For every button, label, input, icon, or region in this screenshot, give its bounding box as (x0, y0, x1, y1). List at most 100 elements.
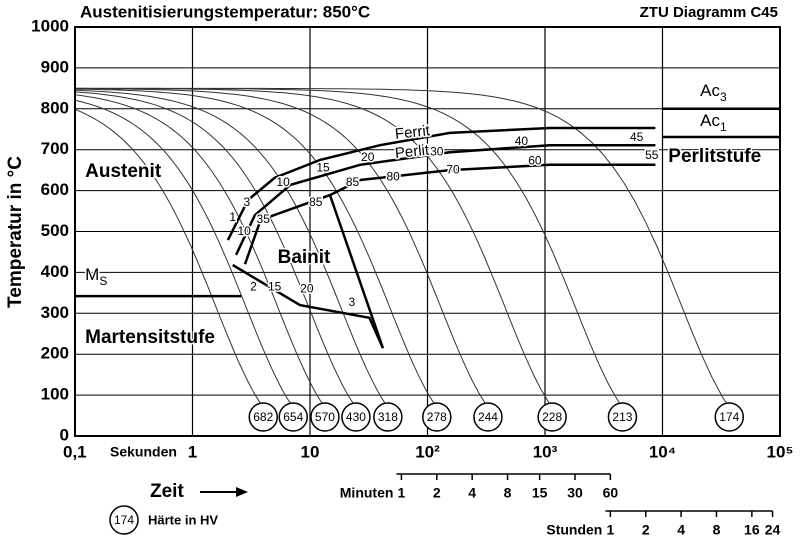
curve-label: 80 (386, 169, 400, 183)
plot-frame (74, 26, 781, 437)
curve-label: 20 (300, 281, 314, 295)
x-tick-label: 10 (301, 442, 320, 461)
curve (328, 194, 385, 349)
curve-label: 10 (276, 175, 290, 189)
chart-subtitle: ZTU Diagramm C45 (640, 4, 778, 21)
curve-label: 15 (268, 279, 282, 293)
curve (232, 263, 385, 349)
y-tick-label: 0 (60, 425, 69, 444)
hours-tick-label: 1 (606, 522, 614, 538)
x-unit-label: Sekunden (110, 444, 177, 460)
cooling-curve (74, 88, 494, 415)
curve-label: 3 (243, 195, 250, 209)
symbol-text: Ac (700, 111, 720, 130)
hardness-value: 654 (283, 410, 303, 424)
hardness-circle (537, 402, 567, 432)
x-tick-label: 10² (415, 442, 440, 461)
legend-symbol (109, 505, 139, 535)
curve (234, 143, 656, 256)
y-tick-label: 1000 (31, 16, 69, 35)
curve-label: 35 (257, 212, 271, 226)
curve-name: Perlit (394, 142, 431, 163)
symbol-sub: 1 (720, 120, 727, 134)
hardness-value: 228 (542, 410, 562, 424)
curve-name: Ferrit (394, 122, 431, 143)
hours-axis-label: Stunden (546, 522, 602, 538)
legend-value: 174 (114, 513, 134, 527)
curve-label: 45 (630, 130, 644, 144)
plot-area (74, 26, 781, 437)
minutes-tick-label: 30 (567, 485, 583, 501)
hardness-value: 570 (315, 410, 335, 424)
hardness-value: 430 (346, 410, 366, 424)
symbol-text: M (85, 266, 99, 285)
hardness-value: 318 (378, 410, 398, 424)
curve (226, 126, 656, 241)
curve-label: 85 (309, 195, 323, 209)
curve-label: 10 (237, 224, 251, 238)
hardness-circle (373, 402, 403, 432)
y-tick-label: 100 (41, 385, 69, 404)
hardness-circle (278, 402, 308, 432)
y-tick-label: 800 (41, 98, 69, 117)
symbol-sub: 3 (720, 90, 727, 104)
y-axis-label: Temperatur in °C (5, 156, 26, 308)
cooling-curve (74, 88, 443, 415)
hardness-value: 174 (719, 410, 739, 424)
x-tick-label: 0,1 (63, 442, 87, 461)
y-tick-label: 400 (41, 262, 69, 281)
y-tick-label: 200 (41, 344, 69, 363)
hardness-circle (341, 402, 371, 432)
hardness-value: 244 (478, 410, 498, 424)
y-tick-label: 900 (41, 57, 69, 76)
curve-label: 30 (430, 144, 444, 158)
x-tick-label: 10⁴ (649, 442, 676, 461)
hardness-circle (714, 402, 745, 432)
curve-label: 20 (361, 150, 375, 164)
symbol-label: MS (85, 266, 107, 289)
chart-title: Austenitisierungstemperatur: 850°C (80, 2, 370, 21)
cooling-curve (75, 87, 735, 415)
hours-tick-label: 4 (677, 522, 685, 538)
legend-label: Härte in HV (148, 512, 218, 527)
hours-tick-label: 16 (744, 522, 760, 538)
minutes-tick-label: 8 (504, 485, 512, 501)
x-axis-label: Zeit (150, 481, 184, 502)
hardness-circle (248, 402, 278, 432)
curve-label: 70 (446, 162, 460, 176)
hardness-circle (607, 402, 638, 432)
symbol-label: Ac3 (700, 82, 727, 105)
curve-label: 40 (515, 134, 529, 148)
arrow (200, 487, 248, 497)
region-label: Austenit (85, 161, 162, 182)
minutes-tick-label: 4 (468, 485, 476, 501)
minutes-tick-label: 1 (398, 485, 406, 501)
curve-label: 85 (346, 175, 360, 189)
minutes-tick-label: 60 (603, 485, 619, 501)
cooling-curve (74, 108, 269, 415)
hours-tick-label: 24 (765, 522, 781, 538)
cooling-curve (74, 89, 394, 415)
hardness-value: 278 (427, 410, 447, 424)
curve-label: 1 (229, 210, 236, 224)
curve-label: 2 (250, 279, 257, 293)
curve-label: 3 (348, 295, 355, 309)
x-tick-label: 10⁵ (767, 442, 794, 461)
curve-label: 60 (528, 153, 542, 167)
y-tick-label: 500 (41, 221, 69, 240)
cooling-curve (74, 91, 362, 415)
y-tick-label: 600 (41, 180, 69, 199)
x-tick-label: 10³ (533, 442, 558, 461)
symbol-sub: S (99, 274, 107, 288)
minutes-tick-label: 15 (532, 485, 548, 501)
curve-label: 55 (645, 148, 659, 162)
minutes-axis-label: Minuten (340, 485, 394, 501)
curve (243, 163, 656, 265)
minutes-tick-label: 2 (433, 485, 441, 501)
hours-tick-label: 2 (642, 522, 650, 538)
hardness-value: 682 (253, 410, 273, 424)
y-tick-label: 700 (41, 139, 69, 158)
hardness-value: 213 (612, 410, 632, 424)
cooling-curve (74, 99, 299, 415)
